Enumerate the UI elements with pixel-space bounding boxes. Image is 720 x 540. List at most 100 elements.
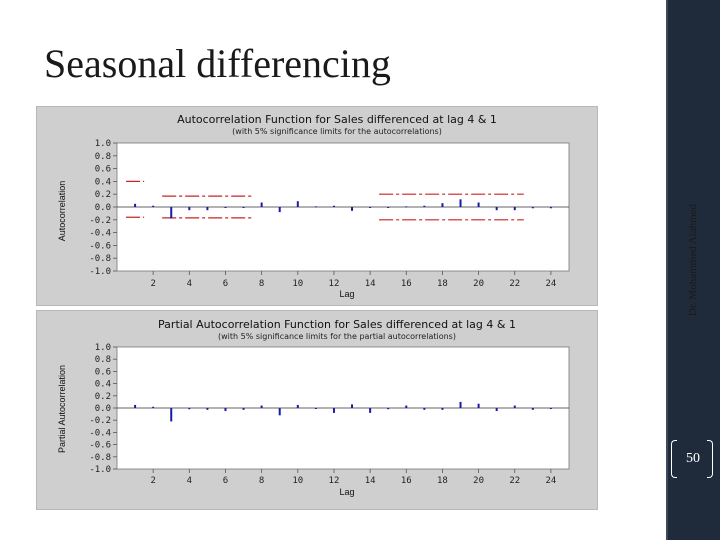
pacf-chart: Partial Autocorrelation Function for Sal…: [57, 318, 570, 497]
acf-ytick-label: 0.2: [95, 190, 111, 200]
pacf-ytick-label: -1.0: [89, 465, 111, 475]
pacf-bar-lag-9: [278, 408, 281, 416]
pacf-xtick-label: 6: [223, 476, 228, 486]
pacf-bar-lag-15: [387, 408, 390, 410]
acf-plot-area: 1.00.80.60.40.20.0-0.2-0.4-0.6-0.8-1.02 4…: [89, 139, 570, 289]
pacf-bar-lag-3: [170, 408, 173, 422]
pacf-bar-lag-12: [332, 408, 335, 413]
acf-ytick-label: 1.0: [95, 139, 111, 149]
acf-bar-lag-13: [351, 207, 354, 211]
pacf-xtick-label: 12: [329, 476, 340, 486]
acf-xtick-label: 10: [292, 279, 303, 289]
acf-chart: Autocorrelation Function for Sales diffe…: [57, 113, 570, 299]
acf-bar-lag-18: [441, 203, 444, 207]
pacf-ytick-label: 0.0: [95, 404, 111, 414]
acf-bar-lag-10: [296, 201, 299, 207]
acf-xtick-label: 16: [401, 279, 412, 289]
pacf-xtick-label: 4: [187, 476, 192, 486]
acf-xtick-label: 18: [437, 279, 448, 289]
acf-bar-lag-7: [242, 207, 245, 208]
acf-bar-lag-24: [549, 207, 552, 209]
acf-bar-lag-15: [387, 207, 390, 208]
acf-chart-panel: Autocorrelation Function for Sales diffe…: [36, 106, 598, 306]
pacf-bar-lag-17: [423, 408, 426, 410]
pacf-ytick-label: 0.4: [95, 380, 111, 390]
pacf-bar-lag-14: [369, 408, 372, 413]
acf-subtitle: (with 5% significance limits for the aut…: [232, 127, 442, 136]
acf-bar-lag-4: [188, 207, 191, 211]
acf-xtick-label: 2: [150, 279, 155, 289]
acf-bar-lag-23: [531, 207, 534, 209]
pacf-ytick-label: -0.2: [89, 416, 111, 426]
acf-bar-lag-9: [278, 207, 281, 213]
pacf-chart-panel: Partial Autocorrelation Function for Sal…: [36, 310, 598, 510]
pacf-ytick-label: 0.6: [95, 367, 111, 377]
pacf-bar-lag-19: [459, 401, 462, 408]
acf-bar-lag-3: [170, 207, 173, 219]
pacf-bar-lag-22: [513, 405, 516, 408]
pacf-bar-lag-20: [477, 403, 480, 408]
acf-bar-lag-2: [152, 205, 155, 207]
page-number-bracket-left: [671, 440, 677, 478]
pacf-plot-area: 1.00.80.60.40.20.0-0.2-0.4-0.6-0.8-1.02 4…: [89, 343, 570, 486]
page-number: 50: [686, 451, 700, 466]
acf-bar-lag-6: [224, 207, 227, 208]
acf-ytick-label: 0.6: [95, 165, 111, 175]
acf-xtick-label: 12: [329, 279, 340, 289]
pacf-xtick-label: 10: [292, 476, 303, 486]
pacf-title: Partial Autocorrelation Function for Sal…: [158, 318, 516, 331]
pacf-bar-lag-4: [188, 408, 191, 410]
pacf-bar-lag-23: [531, 408, 534, 410]
pacf-bar-lag-24: [549, 408, 552, 409]
acf-ytick-label: 0.4: [95, 177, 111, 187]
pacf-xtick-label: 16: [401, 476, 412, 486]
pacf-ylabel: Partial Autocorrelation: [57, 365, 67, 453]
pacf-bar-lag-8: [260, 405, 263, 408]
acf-bar-lag-22: [513, 207, 516, 211]
acf-bar-lag-21: [495, 207, 498, 211]
pacf-bar-lag-2: [152, 406, 155, 408]
pacf-bar-lag-7: [242, 408, 245, 410]
acf-xtick-label: 4: [187, 279, 192, 289]
acf-xtick-label: 24: [545, 279, 556, 289]
pacf-ytick-label: -0.6: [89, 441, 111, 451]
pacf-bar-lag-21: [495, 408, 498, 412]
pacf-ytick-label: 0.8: [95, 355, 111, 365]
acf-bar-lag-19: [459, 199, 462, 207]
acf-ytick-label: 0.0: [95, 203, 111, 213]
pacf-xtick-label: 18: [437, 476, 448, 486]
pacf-xtick-label: 2: [150, 476, 155, 486]
sidebar-divider: [666, 0, 668, 540]
acf-bar-lag-20: [477, 202, 480, 207]
pacf-xtick-label: 14: [365, 476, 376, 486]
pacf-bar-lag-5: [206, 408, 209, 410]
acf-bar-lag-14: [369, 207, 372, 208]
pacf-ytick-label: -0.4: [89, 428, 111, 438]
pacf-bar-lag-10: [296, 404, 299, 408]
slide-sidebar: [666, 0, 720, 540]
acf-bar-lag-11: [314, 206, 317, 208]
acf-xtick-label: 20: [473, 279, 484, 289]
acf-ytick-label: -0.8: [89, 254, 111, 264]
acf-xtick-label: 22: [509, 279, 520, 289]
pacf-bar-lag-13: [351, 404, 354, 408]
pacf-xtick-label: 8: [259, 476, 264, 486]
pacf-xtick-label: 22: [509, 476, 520, 486]
acf-ylabel: Autocorrelation: [57, 181, 67, 242]
pacf-ytick-label: 0.2: [95, 392, 111, 402]
acf-xtick-label: 8: [259, 279, 264, 289]
acf-ytick-label: 0.8: [95, 152, 111, 162]
acf-ytick-label: -1.0: [89, 267, 111, 277]
acf-bar-lag-5: [206, 207, 209, 211]
acf-xtick-label: 14: [365, 279, 376, 289]
pacf-ytick-label: 1.0: [95, 343, 111, 353]
acf-bar-lag-12: [332, 205, 335, 207]
slide-title: Seasonal differencing: [44, 41, 391, 86]
acf-xtick-label: 6: [223, 279, 228, 289]
acf-xlabel: Lag: [339, 289, 354, 299]
pacf-subtitle: (with 5% significance limits for the par…: [218, 332, 456, 341]
pacf-bar-lag-18: [441, 408, 444, 410]
pacf-xtick-label: 24: [545, 476, 556, 486]
acf-bar-lag-16: [405, 206, 408, 208]
page-number-bracket-right: [707, 440, 713, 478]
